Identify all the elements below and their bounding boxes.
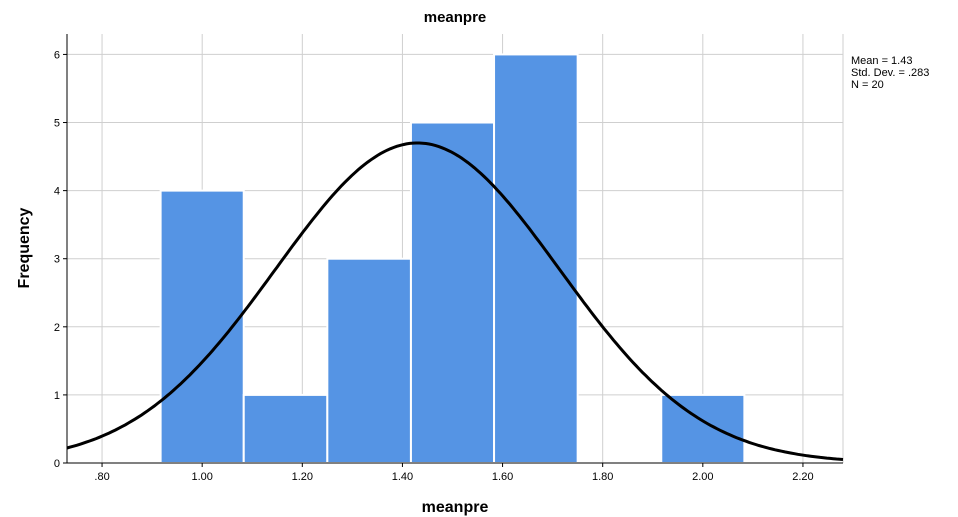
x-tick-label: 1.40: [392, 471, 413, 483]
stat-mean: Mean = 1.43: [851, 55, 912, 67]
x-axis-title: meanpre: [422, 499, 489, 516]
y-axis-title: Frequency: [16, 207, 33, 288]
normal-curve: [66, 141, 844, 461]
chart-title: meanpre: [424, 9, 487, 26]
y-tick-label: 0: [54, 458, 60, 470]
histogram-bar: [409, 121, 496, 465]
histogram-bar: [326, 257, 412, 465]
x-tick-label: 1.60: [492, 471, 513, 483]
y-tick-label: 6: [54, 49, 60, 61]
y-tick-label: 4: [54, 186, 60, 198]
y-tick-label: 1: [54, 390, 60, 402]
x-tick-labels: .80 1.00 1.20 1.40 1.60 1.80 2.00 2.20: [94, 471, 813, 483]
histogram-bar: [242, 393, 329, 464]
y-tick-label: 5: [54, 118, 60, 130]
normal-curve-layer: [66, 141, 844, 461]
stat-n: N = 20: [851, 79, 884, 91]
x-tick-label: 1.20: [292, 471, 313, 483]
axes: [63, 34, 843, 467]
stat-std-dev: Std. Dev. = .283: [851, 67, 929, 79]
y-tick-label: 3: [54, 254, 60, 266]
y-tick-labels: 0 1 2 3 4 5 6: [54, 49, 60, 470]
y-tick-label: 2: [54, 322, 60, 334]
x-tick-label: 1.80: [592, 471, 613, 483]
histogram-bar: [159, 189, 245, 464]
histogram-bar: [493, 53, 579, 465]
histogram-bar: [660, 393, 746, 464]
x-tick-label: 2.20: [792, 471, 813, 483]
x-tick-label: 1.00: [191, 471, 212, 483]
histogram-bars: [159, 53, 746, 465]
x-tick-label: 2.00: [692, 471, 713, 483]
x-tick-label: .80: [94, 471, 109, 483]
